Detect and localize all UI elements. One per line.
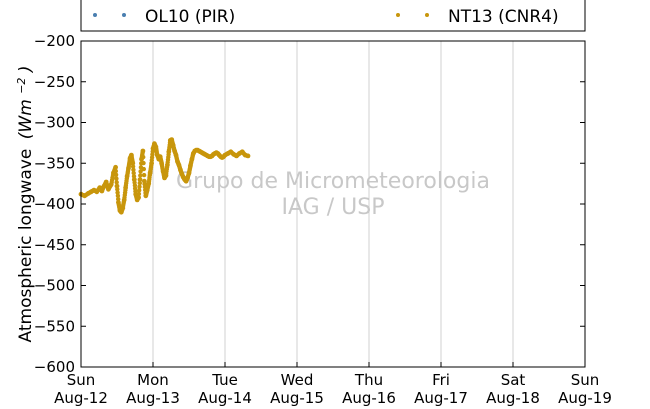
y-tick-label: −500 bbox=[34, 277, 75, 295]
y-tick-label: −550 bbox=[34, 317, 75, 335]
x-tick-label-date: Aug-12 bbox=[54, 389, 108, 407]
data-point-series-1 bbox=[137, 188, 142, 193]
plot-area bbox=[81, 41, 585, 367]
data-point-series-1 bbox=[140, 148, 146, 154]
x-tick-label-date: Aug-18 bbox=[486, 389, 540, 407]
data-point-series-1 bbox=[115, 193, 121, 198]
data-point-series-1 bbox=[115, 190, 120, 195]
data-point-series-1 bbox=[131, 167, 136, 172]
data-point-series-1 bbox=[138, 169, 143, 174]
legend-box bbox=[80, 0, 586, 32]
x-tick-label-date: Aug-17 bbox=[414, 389, 468, 407]
y-axis-label-text: Atmospheric longwave bbox=[16, 149, 36, 343]
y-axis-label-unit: (Wm bbox=[16, 99, 36, 139]
y-tick-label: −450 bbox=[34, 236, 75, 254]
x-tick-label-date: Aug-16 bbox=[342, 389, 396, 407]
y-tick-label: −200 bbox=[34, 32, 75, 50]
legend-marker-nt13-1 bbox=[396, 13, 400, 17]
y-tick-label: −400 bbox=[34, 195, 75, 213]
x-tick-label-date: Aug-19 bbox=[558, 389, 612, 407]
y-tick-label: −300 bbox=[34, 114, 75, 132]
data-point-series-1 bbox=[115, 187, 120, 192]
x-tick-label-day: Mon bbox=[137, 371, 169, 389]
data-point-series-1 bbox=[130, 164, 136, 169]
data-point-series-1 bbox=[131, 170, 136, 176]
legend-marker-ol10-1 bbox=[93, 13, 97, 17]
data-point-series-1 bbox=[137, 184, 142, 189]
y-tick-label: −600 bbox=[34, 358, 75, 376]
y-axis-label: Atmospheric longwave (Wm −2 ) bbox=[15, 66, 37, 343]
x-tick-label-day: Sat bbox=[501, 371, 526, 389]
y-tick-label: −250 bbox=[34, 73, 75, 91]
data-points bbox=[78, 137, 251, 215]
legend-marker-nt13-2 bbox=[425, 13, 429, 17]
x-axis: SunAug-12MonAug-13TueAug-14WedAug-15ThuA… bbox=[54, 362, 612, 407]
data-point-series-1 bbox=[113, 168, 119, 174]
y-axis-label-exponent: −2 bbox=[15, 78, 28, 94]
data-point-series-1 bbox=[141, 160, 146, 166]
data-point-series-1 bbox=[245, 153, 251, 159]
x-tick-label-day: Wed bbox=[281, 371, 314, 389]
data-point-series-1 bbox=[137, 177, 143, 183]
x-tick-label-date: Aug-13 bbox=[126, 389, 180, 407]
watermark-line2: IAG / USP bbox=[282, 195, 385, 220]
data-point-series-1 bbox=[138, 173, 143, 178]
data-point-series-1 bbox=[136, 191, 142, 197]
x-tick-label-day: Sun bbox=[67, 371, 96, 389]
data-point-series-1 bbox=[141, 166, 146, 172]
y-tick-label: −350 bbox=[34, 154, 75, 172]
legend-label-nt13: NT13 (CNR4) bbox=[448, 7, 559, 27]
legend-label-ol10: OL10 (PIR) bbox=[145, 7, 235, 27]
data-point-series-1 bbox=[137, 180, 142, 186]
x-tick-label-day: Sun bbox=[571, 371, 600, 389]
x-tick-label-date: Aug-14 bbox=[198, 389, 252, 407]
data-point-series-1 bbox=[113, 172, 119, 177]
legend-marker-ol10-2 bbox=[122, 13, 126, 17]
data-point-series-1 bbox=[136, 195, 142, 200]
data-point-series-1 bbox=[141, 172, 147, 178]
grid-lines bbox=[152, 41, 514, 367]
data-point-series-1 bbox=[141, 154, 146, 160]
x-tick-label-day: Tue bbox=[211, 371, 238, 389]
y-axis: −200 −250 −300 −350 −400 −450 −500 −550 −600 bbox=[34, 32, 585, 376]
x-tick-label-day: Thu bbox=[354, 371, 383, 389]
x-tick-label-date: Aug-15 bbox=[270, 389, 324, 407]
y-axis-label-close: ) bbox=[16, 66, 36, 75]
x-tick-label-day: Fri bbox=[432, 371, 450, 389]
data-point-series-1 bbox=[114, 176, 119, 181]
watermark-line1: Grupo de Micrometeorologia bbox=[176, 169, 490, 194]
data-point-series-1 bbox=[114, 180, 119, 185]
legend: OL10 (PIR) NT13 (CNR4) bbox=[80, 0, 586, 32]
data-point-series-1 bbox=[113, 164, 118, 170]
